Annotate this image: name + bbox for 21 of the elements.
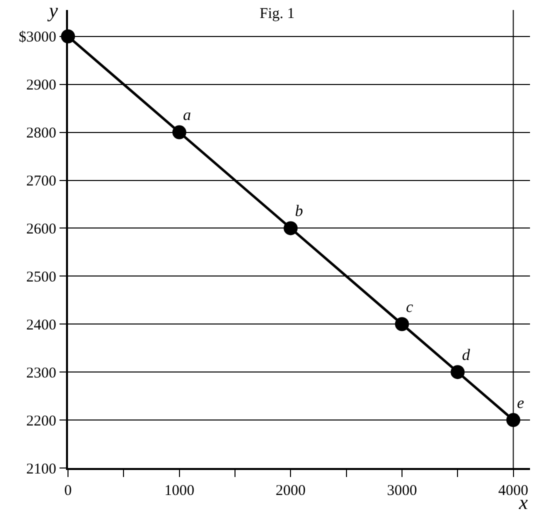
y-tick-label: 2300	[26, 365, 56, 382]
y-tick-label: 2700	[26, 174, 56, 190]
y-tick-label: 2400	[26, 317, 56, 334]
y-tick-label: 2100	[26, 461, 56, 478]
y-tick-label: $3000	[18, 30, 56, 46]
x-tick-label: 1000	[164, 482, 194, 499]
y-tick-label: 2600	[26, 221, 56, 238]
y-axis-title: y	[47, 0, 58, 22]
x-tick-label: 2000	[276, 482, 306, 499]
annotation: e	[517, 395, 524, 412]
y-tick-label: 2800	[26, 126, 56, 142]
annotation: a	[183, 107, 191, 124]
x-tick-label: 3000	[386, 482, 417, 499]
x-tick-label: 0	[64, 482, 72, 499]
annotation: d	[462, 347, 471, 364]
y-tick-label: 2500	[26, 269, 56, 286]
y-tick-label: 2900	[26, 78, 56, 94]
chart-title: Fig. 1	[260, 6, 295, 22]
annotation: c	[406, 299, 414, 316]
y-tick-label: 2200	[26, 413, 56, 430]
annotation: b	[295, 203, 303, 220]
